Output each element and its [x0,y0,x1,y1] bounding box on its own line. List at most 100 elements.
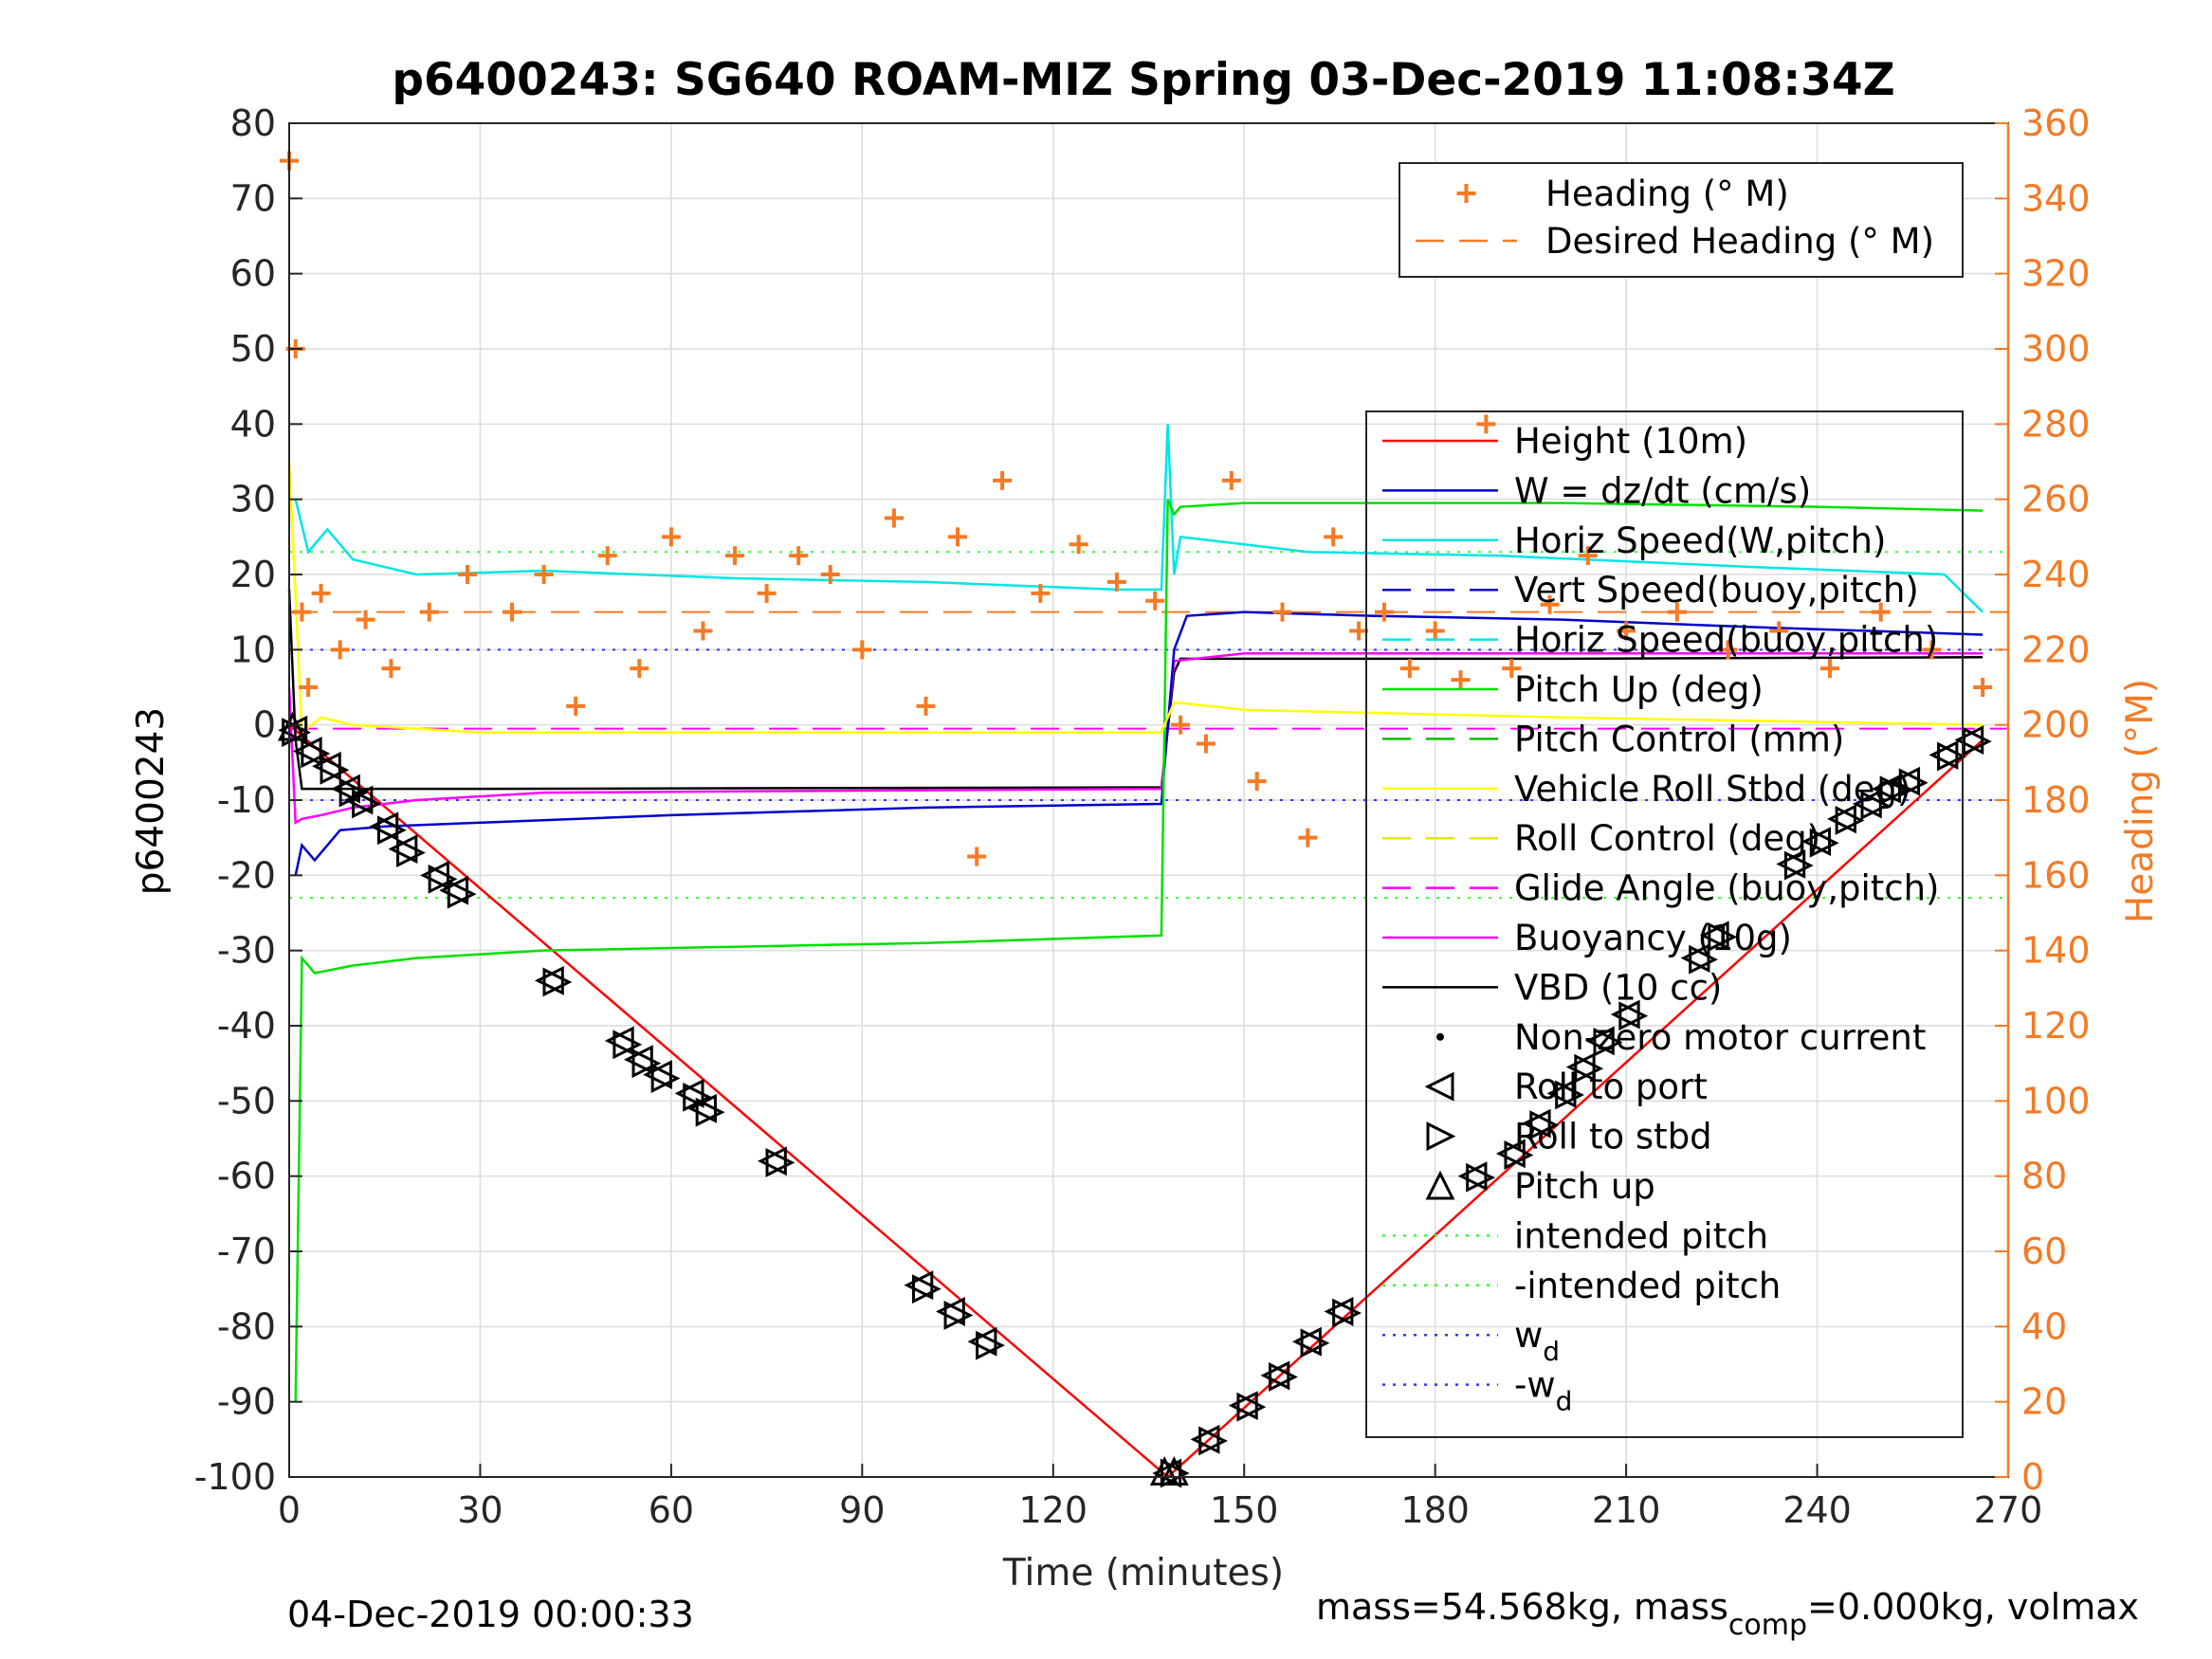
heading-point [1718,640,1738,660]
legend-main-label: Pitch up [1514,1166,1655,1207]
heading-point [1667,602,1687,622]
roll-to-port-marker [1228,1391,1258,1421]
legend-main-label-text: -w [1514,1365,1556,1406]
heading-point [661,527,681,547]
legend-main-label-text: Vert Speed(buoy,pitch) [1514,570,1919,611]
heading-point [1145,591,1165,611]
heading-point [630,659,649,679]
roll-to-stbd-marker [1236,1392,1267,1422]
legend-main-label: W = dz/dt (cm/s) [1514,470,1811,511]
y-tick-label: -10 [217,779,276,821]
heading-point [820,565,840,584]
x-tick-label: 150 [1210,1489,1279,1531]
roll-to-stbd-marker [542,967,573,997]
series-pitch-up-deg [294,499,1983,1402]
legend-main-label-text: Glide Angle (buoy,pitch) [1514,868,1939,909]
legend-main-label: -wd [1514,1365,1572,1417]
legend-swatch [1456,184,1476,203]
legend-main-label-text: Vehicle Roll Stbd (deg) [1514,769,1910,810]
x-tick-label: 30 [457,1489,503,1531]
x-tick-label: 60 [649,1489,694,1531]
legend-main-label: Roll to port [1514,1066,1708,1107]
legend-main-label-text: Roll to stbd [1514,1117,1712,1158]
y-tick-label: 40 [230,403,276,445]
y-tick-label: -90 [217,1381,276,1423]
y2-tick-label: 360 [2021,102,2091,144]
heading-point [1349,621,1369,641]
roll-to-stbd-marker [1618,1001,1649,1031]
roll-to-port-marker [1610,999,1640,1030]
roll-to-stbd-marker [1466,1162,1496,1193]
y2-tick-label: 140 [2021,930,2091,972]
roll-to-stbd-marker [976,1330,1005,1360]
legend-main-label-text: Pitch Up (deg) [1514,669,1764,710]
y2-tick-label: 60 [2021,1231,2067,1272]
roll-to-stbd-marker [943,1301,974,1330]
x-axis-label: Time (minutes) [1002,1552,1284,1595]
pitch-up-marker [1159,1456,1189,1486]
x-tick-label: 0 [278,1489,301,1531]
series-vehicle-roll-stbd-deg [287,461,1983,736]
heading-point [1871,602,1891,622]
series-buoyancy-10g [287,652,1983,825]
y-tick-label: 0 [253,704,276,746]
roll-to-port-marker [1190,1424,1220,1454]
heading-point [1272,602,1292,622]
y2-tick-label: 260 [2021,479,2091,520]
heading-point [1819,659,1839,679]
heading-point [534,565,554,584]
roll-to-stbd-marker [695,1097,725,1127]
heading-point [1617,621,1636,641]
y-tick-label: -40 [217,1005,276,1047]
x-tick-label: 120 [1019,1489,1088,1531]
heading-point [1374,602,1394,622]
roll-to-port-marker [1521,1108,1551,1139]
y2-tick-label: 40 [2021,1305,2067,1347]
roll-to-stbd-marker [376,815,407,846]
y2-tick-label: 20 [2021,1381,2067,1423]
roll-to-stbd-marker [396,838,426,867]
legend-swatch [1425,1170,1455,1200]
heading-point [1502,659,1522,679]
heading-point [330,640,350,660]
y2-tick-label: 240 [2021,554,2091,595]
roll-to-stbd-marker [631,1048,662,1079]
roll-to-port-marker [1929,739,1959,770]
heading-point [967,847,987,866]
heading-point [1451,670,1471,690]
y2-tick-label: 220 [2021,629,2091,670]
roll-to-port-marker [1546,1078,1577,1108]
legend-main-label-text: Horiz Speed(buoy,pitch) [1514,620,1938,661]
roll-to-port-marker [757,1146,787,1176]
legend-main-label: -intended pitch [1514,1266,1781,1306]
legend-main-label-sub: d [1556,1386,1573,1417]
y-tick-label: -50 [217,1080,276,1121]
roll-to-stbd-marker [352,789,381,819]
legend-main-label: Vehicle Roll Stbd (deg) [1514,769,1910,810]
roll-to-port-marker [1801,827,1832,857]
legend-main-box [1365,410,1964,1438]
heading-point [1973,678,1993,697]
roll-to-stbd-marker [1555,1080,1585,1110]
legend-main-label-text: Horiz Speed(W,pitch) [1514,520,1886,561]
heading-point [1298,828,1318,848]
x-tick-label: 270 [1974,1489,2043,1531]
legend-heading: Heading (° M) Desired Heading (° M) [1398,162,1964,278]
legend-main-label-text: Pitch up [1514,1166,1655,1207]
footer-mass: mass=54.568kg, masscomp=0.000kg, volmax [1316,1586,2139,1642]
legend-heading-box [1398,162,1964,278]
heading-point [311,583,331,603]
heading-point [381,659,401,679]
heading-point [1476,414,1496,434]
roll-to-port-marker [1891,766,1921,796]
roll-to-port-marker [1954,725,1984,755]
roll-to-stbd-marker [612,1030,643,1060]
legend-main-label-text: -intended pitch [1514,1266,1781,1306]
legend-main-label-text: w [1514,1315,1543,1356]
y-tick-label: 50 [230,328,276,370]
legend-main-label: Buoyancy (10g) [1514,918,1792,958]
legend-swatch [1426,1121,1456,1152]
roll-to-stbd-marker [1529,1110,1560,1140]
chart-title: p6400243: SG640 ROAM-MIZ Spring 03-Dec-2… [392,54,1894,106]
legend-main-label-text: Pitch Control (mm) [1514,719,1844,759]
